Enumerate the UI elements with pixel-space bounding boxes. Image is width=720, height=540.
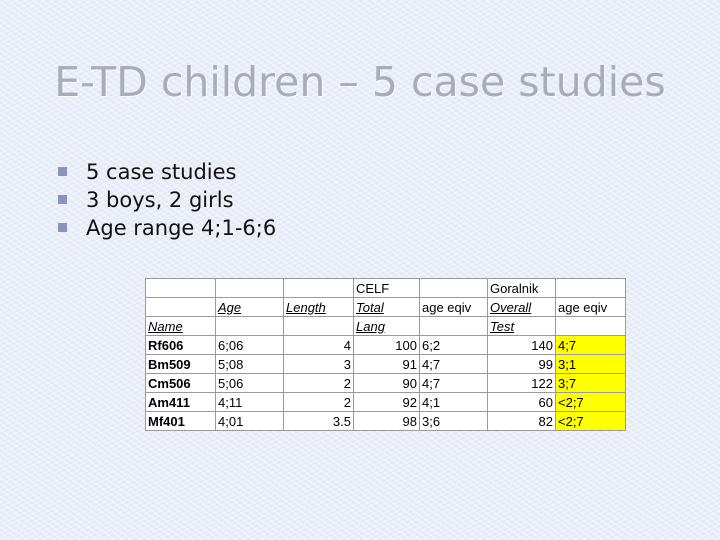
age-header: Age — [215, 297, 284, 317]
case-studies-table: CELF Goralnik Age Length Total age eqiv … — [145, 278, 626, 431]
goralnik-overall-header: Overall — [487, 297, 556, 317]
celf-age-eqiv: 4;1 — [419, 392, 488, 412]
celf-total: 91 — [353, 354, 420, 374]
utterance-length: 3 — [283, 354, 354, 374]
goralnik-age-eqiv: <2;7 — [555, 411, 626, 431]
table-header-cell — [419, 316, 488, 336]
slide-title: E-TD children – 5 case studies — [54, 58, 666, 106]
goralnik-score: 140 — [487, 335, 556, 355]
table-header-row: Name Lang Test — [145, 316, 626, 336]
goralnik-score: 99 — [487, 354, 556, 374]
child-age: 6;06 — [215, 335, 284, 355]
square-bullet-icon — [58, 195, 67, 204]
table-row: Cm506 5;06 2 90 4;7 122 3;7 — [145, 373, 626, 393]
goralnik-score: 122 — [487, 373, 556, 393]
goralnik-age-eqiv: 4;7 — [555, 335, 626, 355]
table-header-cell — [283, 278, 354, 298]
table-header-cell — [145, 297, 216, 317]
celf-age-eqiv-header: age eqiv — [419, 297, 488, 317]
goralnik-age-eqiv: 3;7 — [555, 373, 626, 393]
square-bullet-icon — [58, 223, 67, 232]
table-header-cell — [555, 278, 626, 298]
child-name: Mf401 — [145, 411, 216, 431]
bullet-text: Age range 4;1-6;6 — [86, 216, 277, 240]
goralnik-age-eqiv-header: age eqiv — [555, 297, 626, 317]
utterance-length: 2 — [283, 373, 354, 393]
celf-group-header: CELF — [353, 278, 420, 298]
celf-total: 98 — [353, 411, 420, 431]
table-header-cell — [555, 316, 626, 336]
goralnik-age-eqiv: 3;1 — [555, 354, 626, 374]
child-age: 5;06 — [215, 373, 284, 393]
goralnik-score: 82 — [487, 411, 556, 431]
table-header-cell — [283, 316, 354, 336]
celf-age-eqiv: 4;7 — [419, 354, 488, 374]
lang-header: Lang — [353, 316, 420, 336]
table-row: Rf606 6;06 4 100 6;2 140 4;7 — [145, 335, 626, 355]
bullet-text: 3 boys, 2 girls — [86, 188, 234, 212]
celf-total: 92 — [353, 392, 420, 412]
table-header-cell — [215, 278, 284, 298]
table-header-row: Age Length Total age eqiv Overall age eq… — [145, 297, 626, 317]
celf-total-header: Total — [353, 297, 420, 317]
celf-age-eqiv: 6;2 — [419, 335, 488, 355]
goralnik-age-eqiv: <2;7 — [555, 392, 626, 412]
child-name: Cm506 — [145, 373, 216, 393]
utterance-length: 4 — [283, 335, 354, 355]
table-row: Mf401 4;01 3.5 98 3;6 82 <2;7 — [145, 411, 626, 431]
table-header-cell — [419, 278, 488, 298]
table-header-cell — [215, 316, 284, 336]
child-name: Rf606 — [145, 335, 216, 355]
child-name: Am411 — [145, 392, 216, 412]
table-row: Bm509 5;08 3 91 4;7 99 3;1 — [145, 354, 626, 374]
bullet-list: 5 case studies 3 boys, 2 girls Age range… — [58, 158, 276, 242]
table-header-cell — [145, 278, 216, 298]
celf-total: 100 — [353, 335, 420, 355]
child-name: Bm509 — [145, 354, 216, 374]
square-bullet-icon — [58, 167, 67, 176]
child-age: 4;11 — [215, 392, 284, 412]
utterance-length: 3.5 — [283, 411, 354, 431]
length-header: Length — [283, 297, 354, 317]
celf-age-eqiv: 4;7 — [419, 373, 488, 393]
test-header: Test — [487, 316, 556, 336]
celf-age-eqiv: 3;6 — [419, 411, 488, 431]
bullet-item: Age range 4;1-6;6 — [58, 214, 276, 242]
child-age: 4;01 — [215, 411, 284, 431]
goralnik-score: 60 — [487, 392, 556, 412]
bullet-item: 3 boys, 2 girls — [58, 186, 276, 214]
table-row: Am411 4;11 2 92 4;1 60 <2;7 — [145, 392, 626, 412]
bullet-text: 5 case studies — [86, 160, 237, 184]
celf-total: 90 — [353, 373, 420, 393]
table-group-header-row: CELF Goralnik — [145, 278, 626, 298]
goralnik-group-header: Goralnik — [487, 278, 556, 298]
child-age: 5;08 — [215, 354, 284, 374]
name-header: Name — [145, 316, 216, 336]
bullet-item: 5 case studies — [58, 158, 276, 186]
utterance-length: 2 — [283, 392, 354, 412]
